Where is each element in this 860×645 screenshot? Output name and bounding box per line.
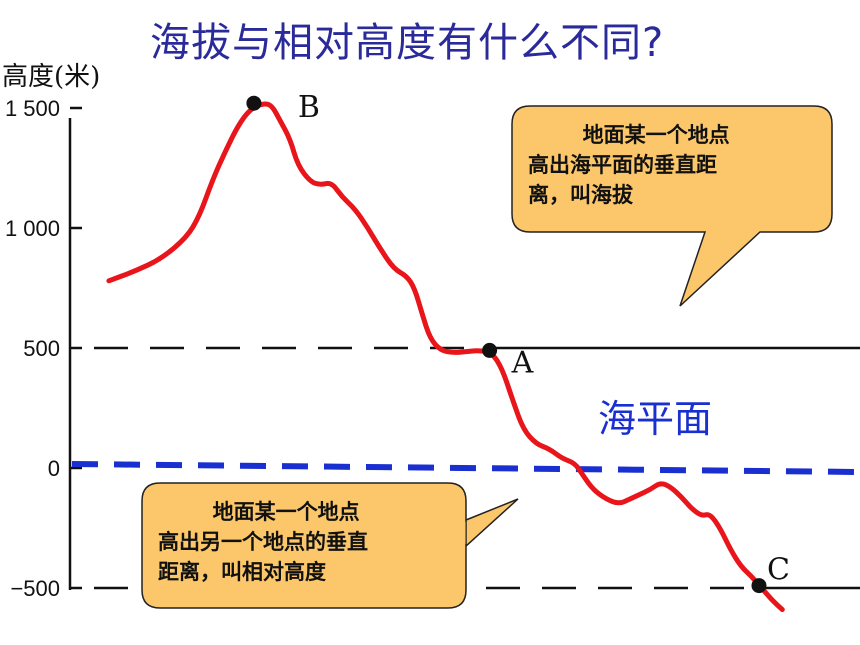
point-c-label: C	[767, 553, 790, 588]
altitude-callout-line2: 高出海平面的垂直距	[528, 153, 717, 177]
relative-callout-line3: 距离，叫相对高度	[158, 560, 326, 584]
relative-callout: 地面某一个地点 高出另一个地点的垂直 距离，叫相对高度	[158, 497, 463, 587]
y-tick-label: 500	[23, 336, 60, 361]
point-b-dot	[246, 95, 262, 111]
relative-callout-line1: 地面某一个地点	[212, 500, 360, 524]
relative-callout-bubble	[141, 482, 519, 609]
point-a-dot	[482, 342, 498, 358]
relative-callout-line2: 高出另一个地点的垂直	[158, 530, 368, 554]
y-tick-label: 1 000	[5, 216, 60, 241]
y-axis-title: 高度(米)	[2, 62, 100, 92]
y-ticks: 1 500 1 000 500 0 −500	[5, 96, 82, 601]
altitude-callout: 地面某一个地点 高出海平面的垂直距 离，叫海拔	[528, 120, 828, 210]
page-title: 海拔与相对高度有什么不同?	[150, 20, 665, 66]
point-c-dot	[751, 578, 767, 594]
sea-level-label: 海平面	[598, 397, 712, 441]
reference-lines	[71, 346, 860, 590]
elevation-curve	[106, 101, 785, 613]
point-a-label: A	[511, 345, 534, 380]
altitude-callout-line1: 地面某一个地点	[582, 123, 730, 147]
point-b-label: B	[298, 90, 320, 125]
point-markers: B A C	[246, 90, 790, 594]
y-tick-label: −500	[10, 576, 60, 601]
y-tick-label: 0	[48, 456, 60, 481]
sea-level-line	[71, 461, 860, 475]
altitude-callout-line3: 离，叫海拔	[528, 183, 633, 207]
altitude-callout-bubble	[511, 105, 833, 307]
y-tick-label: 1 500	[5, 96, 60, 121]
